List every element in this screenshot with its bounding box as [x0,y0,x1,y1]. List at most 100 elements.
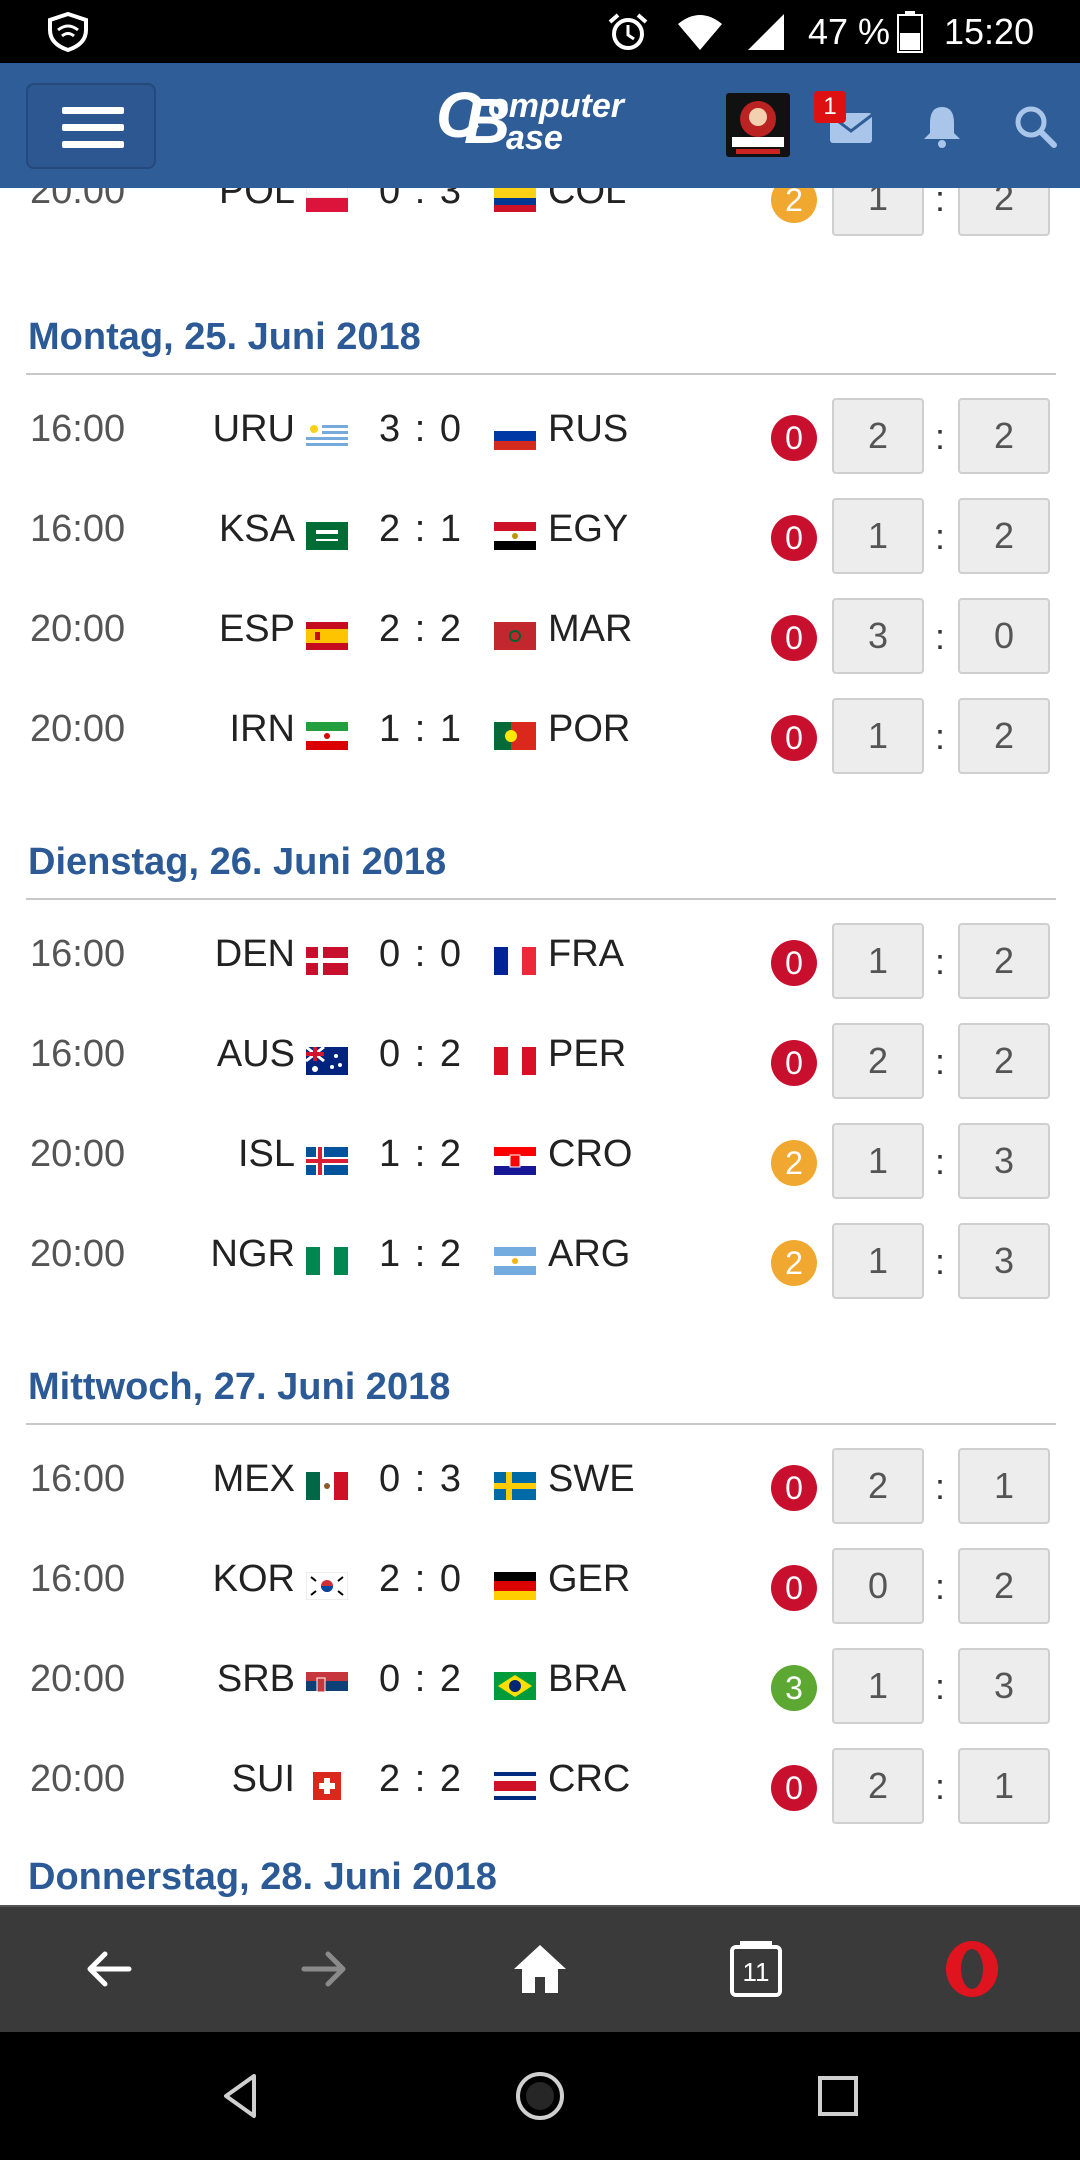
flag-arg-icon [494,1247,536,1275]
tip-home-input[interactable]: 1 [832,1648,924,1724]
battery-percentage: 47 % [808,11,891,52]
match-score: 1 : 1 [379,708,463,750]
flag-srb-icon [306,1672,348,1700]
home-team: SUI [231,1758,295,1800]
home-team: NGR [210,1233,295,1275]
match-time: 16:00 [30,408,126,450]
day-heading: Montag, 25. Juni 2018 [28,316,421,358]
away-team: PER [548,1033,627,1075]
away-team: GER [548,1558,631,1600]
tip-away-input[interactable]: 0 [958,598,1050,674]
tip-home-input[interactable]: 2 [832,398,924,474]
home-icon[interactable] [508,1937,572,2001]
flag-swe-icon [494,1472,536,1500]
tip-away-input[interactable]: 2 [958,1023,1050,1099]
tip-away-input[interactable]: 3 [958,1223,1050,1299]
nav-recents-icon[interactable] [810,2068,866,2124]
away-team: BRA [548,1658,627,1700]
home-team: ISL [237,1133,295,1175]
match-row: 20:00 SRB 0 : 2 BRA 3 1 : 3 [0,1636,1080,1736]
tip-away-input[interactable]: 2 [958,498,1050,574]
away-team: RUS [548,408,629,450]
back-arrow-icon[interactable] [77,1937,141,2001]
battery-icon [897,11,923,53]
forward-arrow-icon[interactable] [292,1937,356,2001]
tip-away-input[interactable]: 3 [958,1123,1050,1199]
tip-away-input[interactable]: 2 [958,188,1050,236]
home-team: KSA [218,508,295,550]
match-row: 16:00 MEX 0 : 3 SWE 0 2 : 1 [0,1436,1080,1536]
points-badge: 0 [771,615,817,661]
tip-separator: : [935,188,946,219]
flag-cro-icon [494,1147,536,1175]
tip-away-input[interactable]: 1 [958,1448,1050,1524]
tip-away-input[interactable]: 2 [958,698,1050,774]
svg-text:B: B [464,85,510,157]
tip-home-input[interactable]: 0 [832,1548,924,1624]
match-score: 1 : 2 [379,1133,463,1175]
points-badge: 0 [771,715,817,761]
away-team: COL [548,188,627,212]
tip-separator: : [935,1466,946,1507]
divider [26,898,1056,900]
tip-away-input[interactable]: 2 [958,923,1050,999]
match-list: 20:00 POL 0 : 3 COL 2 1 : 2 Montag, 25. … [0,188,1080,1905]
points-badge: 2 [771,1140,817,1186]
tip-home-input[interactable]: 2 [832,1023,924,1099]
divider [26,373,1056,375]
hamburger-line [62,107,124,114]
points-badge: 0 [771,515,817,561]
tip-away-input[interactable]: 2 [958,1548,1050,1624]
tip-separator: : [935,1141,946,1182]
match-time: 20:00 [30,188,126,212]
tip-home-input[interactable]: 1 [832,498,924,574]
match-time: 20:00 [30,1658,126,1700]
match-time: 20:00 [30,1758,126,1800]
tip-home-input[interactable]: 2 [832,1448,924,1524]
computerbase-logo[interactable]: C B omputer ase [436,79,646,175]
flag-per-icon [494,1047,536,1075]
flag-crc-icon [494,1772,536,1800]
away-team: POR [548,708,631,750]
tip-home-input[interactable]: 3 [832,598,924,674]
flag-por-icon [494,722,536,750]
tip-separator: : [935,716,946,757]
away-team: FRA [548,933,624,975]
nav-back-icon[interactable] [214,2068,270,2124]
flag-egy-icon [494,522,536,550]
tip-away-input[interactable]: 3 [958,1648,1050,1724]
away-team: MAR [548,608,633,650]
flag-aus-icon [306,1047,348,1075]
menu-button[interactable] [26,83,156,169]
home-team: IRN [229,708,295,750]
tip-home-input[interactable]: 1 [832,1223,924,1299]
tip-home-input[interactable]: 2 [832,1748,924,1824]
tip-separator: : [935,1241,946,1282]
match-row: 16:00 URU 3 : 0 RUS 0 2 : 2 [0,386,1080,486]
tip-home-input[interactable]: 1 [832,923,924,999]
tip-separator: : [935,416,946,457]
user-avatar[interactable] [726,93,790,157]
tabs-icon [730,1941,782,1997]
nav-home-icon[interactable] [512,2068,568,2124]
shield-icon [48,12,88,52]
tip-home-input[interactable]: 1 [832,1123,924,1199]
away-team: CRO [548,1133,633,1175]
flag-col-icon [494,188,536,212]
tab-count: 11 [742,1957,770,1987]
search-icon[interactable] [1012,103,1058,149]
bell-icon[interactable] [920,103,964,149]
match-row: 16:00 KSA 2 : 1 EGY 0 1 : 2 [0,486,1080,586]
tip-home-input[interactable]: 1 [832,188,924,236]
tip-away-input[interactable]: 2 [958,398,1050,474]
match-time: 20:00 [30,608,126,650]
day-heading: Donnerstag, 28. Juni 2018 [28,1856,497,1898]
tip-separator: : [935,1566,946,1607]
tabs-button[interactable]: 11 [724,1937,788,2001]
tip-separator: : [935,1041,946,1082]
match-row: 20:00 ISL 1 : 2 CRO 2 1 : 3 [0,1111,1080,1211]
tip-home-input[interactable]: 1 [832,698,924,774]
tip-away-input[interactable]: 1 [958,1748,1050,1824]
flag-sui-icon [313,1772,341,1800]
opera-menu-icon[interactable] [940,1937,1004,2001]
